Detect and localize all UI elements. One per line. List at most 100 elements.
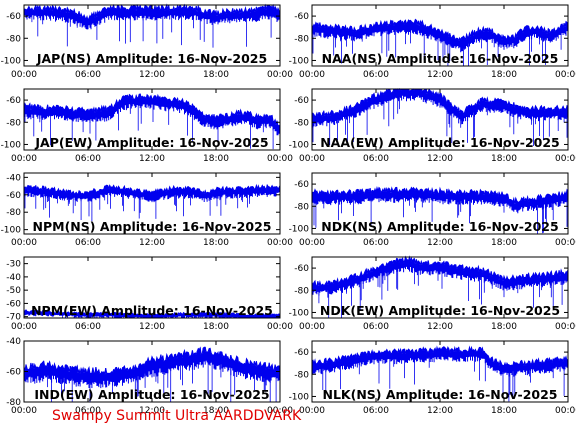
x-tick-label: 00:00 — [299, 406, 325, 416]
x-tick-label: 12:00 — [427, 406, 453, 416]
y-tick-label: -60 — [6, 191, 21, 201]
x-tick-label: 00:00 — [267, 70, 293, 80]
x-tick-label: 12:00 — [427, 322, 453, 332]
x-tick-label: 00:00 — [267, 406, 293, 416]
station-footer: Swampy Summit Ultra AARDDVARK — [52, 408, 302, 424]
y-tick-label: -80 — [294, 202, 309, 212]
chart-panel-10: -60 -80 -100 00:00 06:00 12:00 18:00 00:00 NLK(N… — [289, 340, 576, 416]
chart-panel-2: -60 -80 -100 00:00 06:00 12:00 18:00 00:00 NAA(N… — [289, 4, 576, 80]
signal-spikes-4 — [312, 93, 568, 146]
signal-spikes-3 — [24, 101, 274, 150]
y-tick-label: -40 — [6, 337, 21, 347]
x-tick-label: 18:00 — [491, 406, 517, 416]
y-tick-label: -100 — [289, 56, 310, 66]
x-tick-label: 18:00 — [203, 406, 229, 416]
x-tick-label: 06:00 — [363, 322, 389, 332]
chart-panel-5: -40 -60 -80 -100 00:00 06:00 12:00 18:00 00:00 NP… — [1, 172, 293, 248]
x-tick-label: 18:00 — [491, 154, 517, 164]
y-tick-label: -80 — [6, 398, 21, 408]
signal-spikes-10 — [322, 354, 569, 402]
signal-spikes-6 — [313, 195, 568, 234]
chart-title: NLK(NS) Amplitude: 16-Nov-2025 — [323, 387, 558, 402]
y-tick-label: -100 — [289, 392, 310, 402]
chart-title: NDK(EW) Amplitude: 16-Nov-2025 — [320, 303, 560, 318]
x-tick-label: 06:00 — [363, 238, 389, 248]
y-tick-label: -60 — [6, 12, 21, 22]
x-tick-label: 00:00 — [299, 154, 325, 164]
y-tick-label: -60 — [6, 299, 21, 309]
y-tick-label: -80 — [6, 118, 21, 128]
x-tick-label: 00:00 — [299, 322, 325, 332]
y-tick-label: -80 — [6, 34, 21, 44]
chart-panel-4: -60 -80 -100 00:00 06:00 12:00 18:00 00:00 NAA(E… — [289, 88, 576, 164]
x-tick-label: 00:00 — [555, 154, 576, 164]
chart-title: NPM(NS) Amplitude: 16-Nov-2025 — [33, 219, 272, 234]
chart-title: JAP(NS) Amplitude: 16-Nov-2025 — [36, 51, 267, 66]
signal-spikes-7 — [62, 314, 279, 318]
y-tick-label: -80 — [294, 370, 309, 380]
y-tick-label: -100 — [289, 308, 310, 318]
signal-spikes-9 — [47, 357, 277, 402]
y-tick-label: -40 — [6, 173, 21, 183]
x-tick-label: 18:00 — [203, 70, 229, 80]
signal-spikes-1 — [31, 12, 272, 48]
y-tick-label: -40 — [6, 273, 21, 283]
x-tick-label: 06:00 — [363, 406, 389, 416]
x-tick-label: 18:00 — [203, 238, 229, 248]
chart-title: JAP(EW) Amplitude: 16-Nov-2025 — [34, 135, 268, 150]
y-tick-label: -60 — [294, 12, 309, 22]
x-tick-label: 12:00 — [139, 322, 165, 332]
x-tick-label: 00:00 — [555, 406, 576, 416]
y-tick-label: -100 — [1, 140, 22, 150]
x-tick-label: 00:00 — [267, 238, 293, 248]
x-tick-label: 00:00 — [299, 70, 325, 80]
x-tick-label: 18:00 — [203, 154, 229, 164]
chart-panel-8: -60 -80 -100 00:00 06:00 12:00 18:00 00:00 NDK(E… — [289, 255, 576, 332]
x-tick-label: 00:00 — [299, 238, 325, 248]
x-tick-label: 00:00 — [555, 238, 576, 248]
x-tick-label: 06:00 — [363, 154, 389, 164]
x-tick-label: 00:00 — [555, 322, 576, 332]
y-tick-label: -70 — [6, 313, 21, 323]
y-tick-label: -80 — [294, 118, 309, 128]
y-tick-label: -60 — [294, 180, 309, 190]
y-tick-label: -30 — [6, 260, 21, 270]
x-tick-label: 18:00 — [491, 238, 517, 248]
y-tick-label: -60 — [6, 96, 21, 106]
x-tick-label: 18:00 — [491, 322, 517, 332]
x-tick-label: 00:00 — [555, 70, 576, 80]
x-tick-label: 00:00 — [11, 154, 37, 164]
chart-title: NAA(EW) Amplitude: 16-Nov-2025 — [320, 135, 560, 150]
y-tick-label: -60 — [294, 96, 309, 106]
x-tick-label: 00:00 — [11, 406, 37, 416]
x-tick-label: 00:00 — [11, 70, 37, 80]
x-tick-label: 06:00 — [363, 70, 389, 80]
y-tick-label: -60 — [294, 348, 309, 358]
x-tick-label: 00:00 — [11, 238, 37, 248]
chart-title: IND(EW) Amplitude: 16-Nov-2025 — [34, 387, 269, 402]
x-tick-label: 12:00 — [139, 154, 165, 164]
x-tick-label: 06:00 — [75, 70, 101, 80]
y-tick-label: -80 — [6, 208, 21, 218]
x-tick-label: 18:00 — [203, 322, 229, 332]
x-tick-label: 12:00 — [139, 238, 165, 248]
x-tick-label: 00:00 — [267, 154, 293, 164]
y-tick-label: -80 — [294, 34, 309, 44]
x-tick-label: 06:00 — [75, 322, 101, 332]
y-tick-label: -80 — [294, 286, 309, 296]
x-tick-label: 12:00 — [427, 70, 453, 80]
signal-band-9 — [23, 347, 281, 389]
y-tick-label: -100 — [1, 226, 22, 236]
x-tick-label: 00:00 — [11, 322, 37, 332]
x-tick-label: 06:00 — [75, 406, 101, 416]
x-tick-label: 00:00 — [267, 322, 293, 332]
x-tick-label: 18:00 — [491, 70, 517, 80]
y-tick-label: -100 — [289, 224, 310, 234]
y-tick-label: -50 — [6, 286, 21, 296]
x-tick-label: 12:00 — [427, 238, 453, 248]
y-tick-label: -60 — [6, 368, 21, 378]
